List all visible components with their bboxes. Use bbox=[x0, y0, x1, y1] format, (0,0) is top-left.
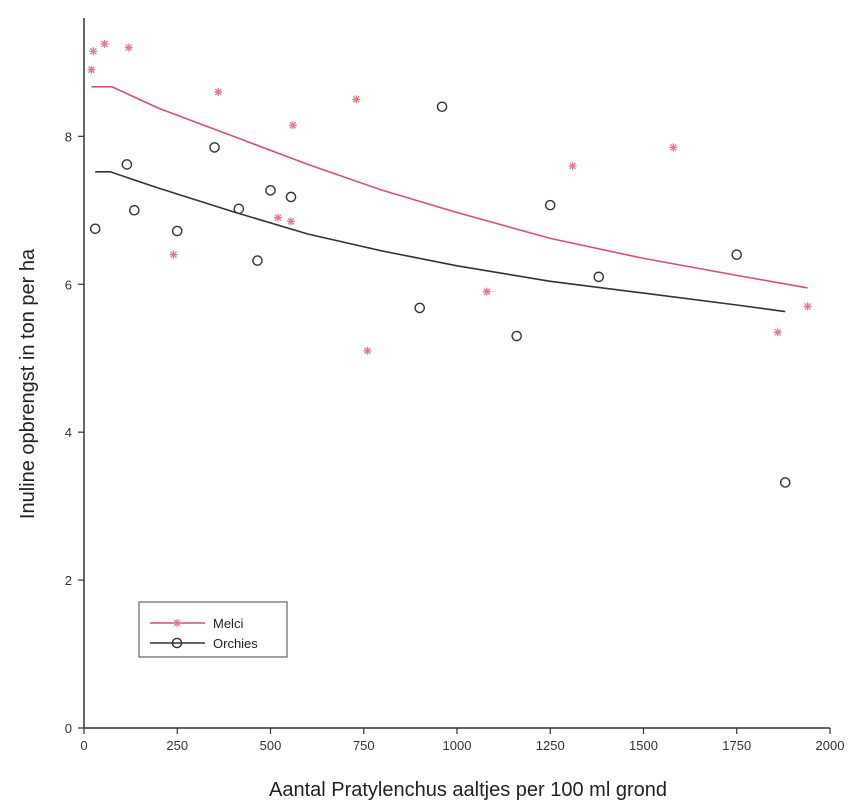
data-point-orchies bbox=[511, 330, 522, 342]
data-point-melci bbox=[352, 95, 361, 104]
y-axis-title: Inuline opbrengst in ton per ha bbox=[17, 248, 39, 519]
data-point-melci bbox=[214, 87, 223, 96]
data-point-melci bbox=[288, 121, 297, 130]
x-tick-label: 250 bbox=[166, 738, 188, 753]
y-tick-label: 8 bbox=[65, 129, 72, 144]
x-tick-label: 1000 bbox=[443, 738, 472, 753]
data-point-orchies bbox=[593, 271, 605, 283]
data-point-melci bbox=[287, 217, 296, 226]
data-point-orchies bbox=[414, 302, 426, 314]
data-point-melci bbox=[568, 161, 577, 170]
data-point-melci bbox=[169, 250, 178, 259]
x-tick-label: 2000 bbox=[816, 738, 845, 753]
x-tick-label: 1250 bbox=[536, 738, 565, 753]
data-point-melci bbox=[482, 287, 491, 296]
data-point-melci bbox=[363, 346, 372, 355]
data-point-orchies bbox=[252, 255, 263, 266]
x-tick-label: 500 bbox=[260, 738, 282, 753]
data-point-melci bbox=[773, 328, 782, 337]
y-tick-label: 0 bbox=[65, 721, 72, 736]
data-point-orchies bbox=[731, 249, 743, 260]
legend-label-orchies: Orchies bbox=[213, 636, 258, 651]
x-axis-title: Aantal Pratylenchus aaltjes per 100 ml g… bbox=[269, 779, 667, 801]
data-point-orchies bbox=[265, 185, 276, 196]
data-point-melci bbox=[89, 47, 98, 56]
data-point-orchies bbox=[233, 203, 245, 215]
x-tick-label: 1750 bbox=[722, 738, 751, 753]
data-point-orchies bbox=[436, 101, 448, 113]
fit-lines bbox=[91, 86, 808, 313]
data-point-melci bbox=[273, 213, 282, 222]
data-point-melci bbox=[124, 43, 133, 52]
data-point-orchies bbox=[544, 199, 556, 211]
fit-line-melci bbox=[91, 86, 808, 289]
legend-marker-melci bbox=[173, 619, 181, 627]
data-point-orchies bbox=[779, 477, 791, 488]
data-point-orchies bbox=[285, 191, 297, 203]
legend-box bbox=[138, 601, 288, 658]
axes: 0 250 500 750 1000 1250 1500 1750 2000 0 2 4 6 8 bbox=[65, 18, 845, 753]
x-tick-label: 0 bbox=[80, 738, 87, 753]
x-tick-label: 1500 bbox=[629, 738, 658, 753]
x-tick-label: 750 bbox=[353, 738, 375, 753]
data-point-melci bbox=[803, 302, 812, 311]
data-point-orchies bbox=[209, 142, 220, 153]
legend: Melci Orchies bbox=[138, 601, 288, 658]
data-points bbox=[87, 39, 812, 488]
fit-line-orchies bbox=[95, 171, 786, 313]
y-tick-label: 6 bbox=[65, 277, 72, 292]
data-point-orchies bbox=[129, 204, 140, 216]
legend-marker-orchies bbox=[171, 637, 183, 649]
y-tick-label: 4 bbox=[65, 425, 72, 440]
data-point-melci bbox=[669, 143, 678, 152]
data-point-orchies bbox=[89, 223, 101, 235]
y-tick-label: 2 bbox=[65, 573, 72, 588]
data-point-orchies bbox=[171, 225, 183, 237]
data-point-melci bbox=[87, 65, 96, 74]
data-point-orchies bbox=[121, 159, 133, 170]
data-point-melci bbox=[100, 39, 109, 48]
legend-label-melci: Melci bbox=[213, 616, 243, 631]
